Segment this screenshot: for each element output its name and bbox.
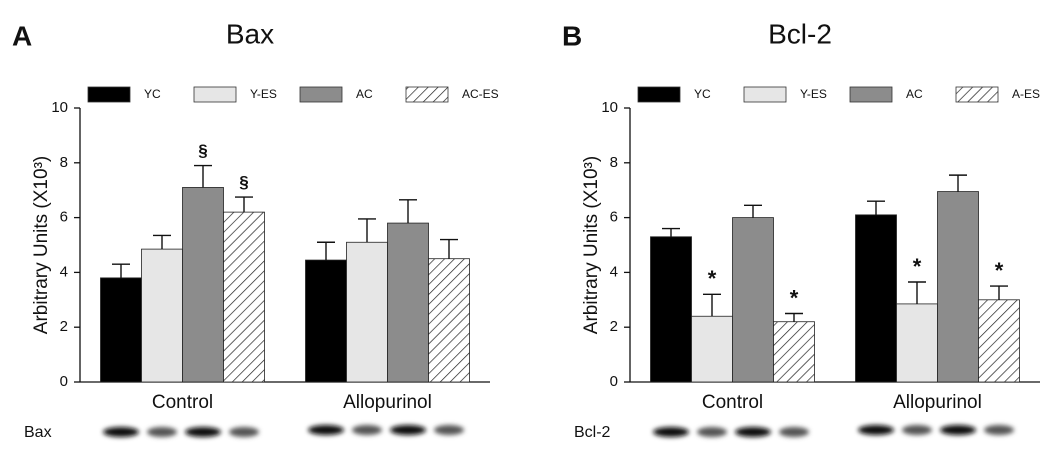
chart-title: Bcl-2 bbox=[768, 18, 832, 49]
blot-label: Bcl-2 bbox=[574, 424, 611, 441]
blot-label: Bax bbox=[24, 424, 52, 441]
significance-mark: * bbox=[995, 258, 1004, 283]
y-axis-label: Arbitrary Units (X10³) bbox=[31, 156, 52, 334]
blot-band bbox=[229, 427, 259, 437]
bar bbox=[732, 217, 774, 383]
legend-label: Y-ES bbox=[800, 87, 827, 101]
blot-band bbox=[858, 425, 894, 435]
error-bar bbox=[867, 200, 885, 215]
bar bbox=[937, 191, 979, 383]
bar bbox=[100, 277, 142, 383]
legend-label: YC bbox=[144, 87, 161, 101]
legend-swatch bbox=[405, 86, 449, 103]
error-bar bbox=[744, 204, 762, 218]
y-tick-label: 10 bbox=[601, 99, 618, 116]
y-tick-label: 2 bbox=[610, 318, 618, 335]
error-bar bbox=[112, 263, 130, 278]
y-tick-label: 2 bbox=[60, 318, 68, 335]
error-bar bbox=[662, 227, 680, 237]
bar bbox=[387, 222, 429, 383]
x-tick-label: Allopurinol bbox=[343, 392, 432, 413]
error-bar bbox=[153, 234, 171, 250]
error-bar bbox=[990, 285, 1008, 300]
error-bar bbox=[440, 238, 458, 259]
bar bbox=[691, 315, 733, 383]
blot-band bbox=[390, 425, 426, 435]
legend-label: AC bbox=[356, 87, 373, 101]
legend-label: Y-ES bbox=[250, 87, 277, 101]
y-tick-label: 4 bbox=[610, 263, 618, 280]
error-bar bbox=[317, 241, 335, 261]
error-bar bbox=[949, 174, 967, 192]
y-tick-label: 10 bbox=[51, 99, 68, 116]
blot-band bbox=[779, 427, 809, 437]
error-bar bbox=[703, 293, 721, 317]
x-tick-label: Control bbox=[152, 392, 213, 413]
error-bar bbox=[194, 164, 212, 188]
legend-swatch bbox=[87, 86, 131, 103]
blot-band bbox=[434, 425, 464, 435]
y-tick-label: 6 bbox=[60, 209, 68, 226]
panel-letter: B bbox=[562, 20, 582, 51]
y-tick-label: 0 bbox=[610, 373, 618, 390]
blot-band bbox=[653, 427, 689, 437]
legend-swatch bbox=[193, 86, 237, 103]
legend-swatch bbox=[637, 86, 681, 103]
blot-band bbox=[103, 427, 139, 437]
y-tick-label: 6 bbox=[610, 209, 618, 226]
y-tick-label: 0 bbox=[60, 373, 68, 390]
bar bbox=[182, 187, 224, 383]
y-axis-label: Arbitrary Units (X10³) bbox=[581, 156, 602, 334]
significance-mark: § bbox=[239, 173, 248, 192]
bar bbox=[978, 299, 1020, 383]
error-bar bbox=[235, 196, 253, 213]
error-bar bbox=[785, 312, 803, 322]
x-tick-label: Control bbox=[702, 392, 763, 413]
legend-label: YC bbox=[694, 87, 711, 101]
y-tick-label: 8 bbox=[60, 154, 68, 171]
blot-band bbox=[735, 427, 771, 437]
bar bbox=[896, 303, 938, 383]
blot-band bbox=[185, 427, 221, 437]
y-tick-label: 4 bbox=[60, 263, 68, 280]
legend-label: AC bbox=[906, 87, 923, 101]
legend-swatch bbox=[743, 86, 787, 103]
significance-mark: * bbox=[790, 285, 799, 310]
bar bbox=[855, 214, 897, 383]
bar bbox=[223, 211, 265, 383]
bar bbox=[346, 241, 388, 383]
blot-band bbox=[352, 425, 382, 435]
panel-letter: A bbox=[12, 20, 32, 51]
blot-band bbox=[308, 425, 344, 435]
bar bbox=[650, 236, 692, 383]
legend-swatch bbox=[299, 86, 343, 103]
blot-band bbox=[902, 425, 932, 435]
blot-band bbox=[940, 425, 976, 435]
legend-label: AC-ES bbox=[462, 87, 499, 101]
error-bar bbox=[399, 199, 417, 224]
chart-title: Bax bbox=[226, 18, 274, 49]
error-bar bbox=[908, 281, 926, 304]
bar bbox=[141, 248, 183, 383]
legend-swatch bbox=[849, 86, 893, 103]
legend-swatch bbox=[955, 86, 999, 103]
x-tick-label: Allopurinol bbox=[893, 392, 982, 413]
blot-band bbox=[984, 425, 1014, 435]
significance-mark: § bbox=[198, 141, 207, 160]
blot-band bbox=[147, 427, 177, 437]
significance-mark: * bbox=[708, 266, 717, 291]
blot-band bbox=[697, 427, 727, 437]
significance-mark: * bbox=[913, 254, 922, 279]
bar bbox=[428, 258, 470, 383]
bar bbox=[773, 321, 815, 383]
bar bbox=[305, 259, 347, 383]
error-bar bbox=[358, 218, 376, 243]
y-tick-label: 8 bbox=[610, 154, 618, 171]
legend-label: A-ES bbox=[1012, 87, 1040, 101]
